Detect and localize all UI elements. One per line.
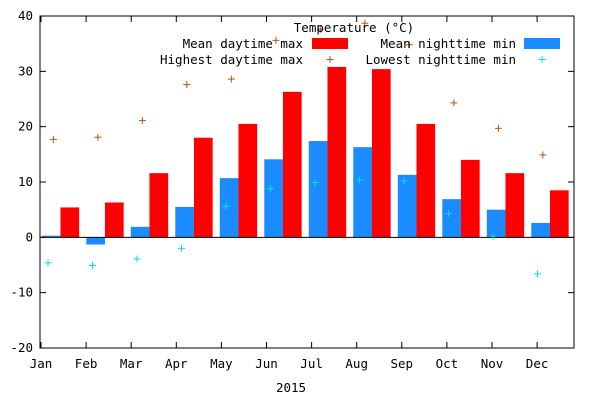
marker-highest-daytime-max-jun — [272, 36, 280, 44]
bar-mean-daytime-max-oct — [460, 159, 480, 238]
x-tick-label: Aug — [345, 356, 368, 371]
marker-highest-daytime-max-aug — [361, 19, 369, 27]
bar-mean-daytime-max-may — [238, 123, 258, 238]
bar-mean-daytime-max-dec — [549, 190, 569, 238]
x-tick-label: Sep — [391, 356, 414, 371]
x-tick-label: Mar — [120, 356, 143, 371]
bars-layer — [41, 66, 569, 245]
markers-layer — [44, 19, 547, 278]
bar-mean-nighttime-min-jul — [308, 141, 328, 238]
legend-swatch-mean-daytime-max — [312, 38, 348, 49]
legend-marker-lowest-nighttime-min — [538, 56, 546, 63]
marker-lowest-nighttime-min-dec — [534, 270, 542, 278]
marker-lowest-nighttime-min-mar — [133, 255, 141, 263]
marker-highest-daytime-max-apr — [183, 81, 191, 89]
marker-highest-daytime-max-dec — [539, 151, 547, 159]
bar-mean-daytime-max-jan — [60, 207, 80, 238]
marker-lowest-nighttime-min-oct — [445, 210, 453, 218]
bar-mean-nighttime-min-mar — [130, 226, 150, 238]
marker-highest-daytime-max-nov — [494, 124, 502, 132]
bar-mean-daytime-max-apr — [193, 137, 213, 238]
bar-mean-nighttime-min-aug — [353, 147, 372, 238]
bar-mean-nighttime-min-feb — [86, 237, 105, 245]
x-tick-label: Apr — [165, 356, 188, 371]
marker-highest-daytime-max-feb — [94, 133, 102, 141]
bar-mean-daytime-max-jun — [282, 91, 302, 238]
legend-label-mean-nighttime-min: Mean nighttime min — [381, 36, 516, 51]
y-tick-label: 40 — [18, 8, 33, 23]
bar-mean-daytime-max-mar — [149, 173, 169, 238]
bar-mean-nighttime-min-sep — [397, 174, 417, 238]
x-axis-label: 2015 — [276, 380, 306, 395]
bar-mean-nighttime-min-may — [219, 178, 239, 238]
marker-lowest-nighttime-min-jul — [311, 179, 319, 187]
marker-lowest-nighttime-min-aug — [356, 176, 364, 184]
axes-layer: -20 -10 0 10 20 30 40 Jan Feb Mar Apr May Jun Jul Aug S… — [10, 8, 574, 371]
marker-highest-daytime-max-jul — [316, 25, 324, 33]
x-tick-label: May — [210, 356, 233, 371]
bar-mean-daytime-max-aug — [371, 69, 391, 238]
x-tick-label: Jul — [300, 356, 323, 371]
y-tick-label: -10 — [10, 285, 33, 300]
marker-lowest-nighttime-min-feb — [89, 262, 97, 270]
bar-mean-nighttime-min-jun — [264, 159, 283, 238]
bar-mean-nighttime-min-dec — [531, 222, 550, 238]
marker-highest-daytime-max-jan — [49, 135, 57, 143]
bar-mean-nighttime-min-jan — [41, 235, 61, 238]
y-tick-label: 0 — [25, 229, 33, 244]
bar-mean-daytime-max-nov — [505, 173, 525, 238]
marker-lowest-nighttime-min-jan — [44, 259, 52, 267]
bar-mean-daytime-max-feb — [104, 202, 124, 238]
y-tick-label: 20 — [18, 119, 33, 134]
bar-mean-nighttime-min-oct — [442, 199, 461, 238]
marker-highest-daytime-max-sep — [405, 41, 413, 49]
legend-marker-highest-daytime-max — [326, 56, 334, 63]
bar-mean-daytime-max-sep — [416, 123, 436, 238]
y-tick-label: 10 — [18, 174, 33, 189]
legend: Temperature (°C) Mean daytime max Mean ni… — [160, 20, 560, 67]
marker-highest-daytime-max-may — [227, 75, 235, 83]
legend-title: Temperature (°C) — [294, 20, 414, 35]
x-tick-label: Dec — [526, 356, 549, 371]
bar-mean-nighttime-min-apr — [175, 206, 194, 238]
legend-label-lowest-nighttime-min: Lowest nighttime min — [365, 52, 516, 67]
marker-lowest-nighttime-min-sep — [400, 177, 408, 185]
x-tick-label: Feb — [75, 356, 98, 371]
y-tick-label: -20 — [10, 340, 33, 355]
bar-mean-daytime-max-jul — [327, 66, 347, 238]
marker-highest-daytime-max-oct — [450, 99, 458, 107]
marker-highest-daytime-max-mar — [138, 117, 146, 125]
x-tick-label: Oct — [436, 356, 459, 371]
legend-label-highest-daytime-max: Highest daytime max — [160, 52, 303, 67]
bar-mean-nighttime-min-nov — [486, 209, 506, 238]
legend-label-mean-daytime-max: Mean daytime max — [183, 36, 304, 51]
x-tick-label: Nov — [481, 356, 504, 371]
marker-lowest-nighttime-min-jun — [267, 185, 275, 193]
x-tick-label: Jun — [255, 356, 278, 371]
marker-lowest-nighttime-min-may — [222, 202, 230, 210]
legend-swatch-mean-nighttime-min — [524, 38, 560, 49]
x-tick-label: Jan — [30, 356, 53, 371]
marker-lowest-nighttime-min-nov — [489, 232, 497, 240]
marker-lowest-nighttime-min-apr — [178, 244, 186, 252]
y-tick-label: 30 — [18, 63, 33, 78]
